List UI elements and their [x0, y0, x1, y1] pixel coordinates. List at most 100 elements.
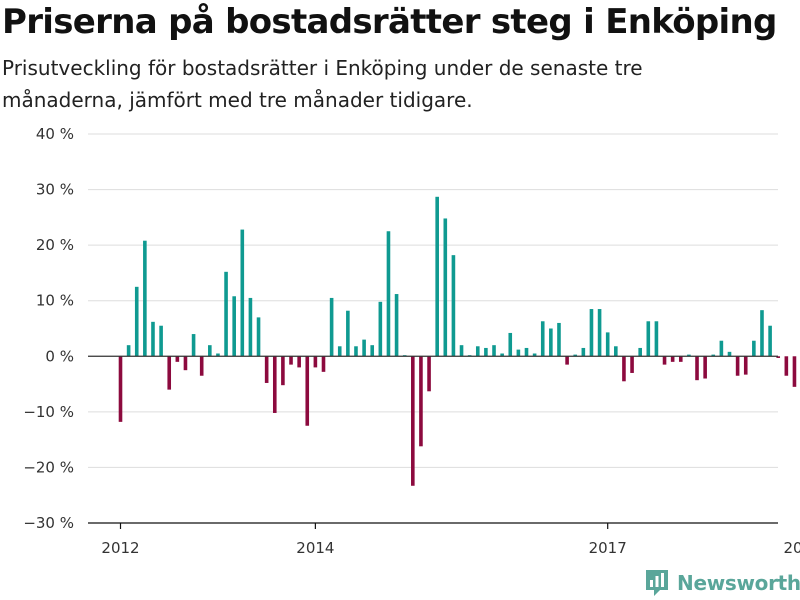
bar-2013-08 — [272, 356, 277, 413]
bar-2015-05 — [443, 218, 448, 357]
bar-2014-09 — [378, 301, 383, 357]
bar-2018-02 — [711, 354, 716, 357]
bar-2015-04 — [435, 196, 439, 357]
bar-2017-05 — [638, 347, 642, 357]
bar-2012-06 — [159, 325, 163, 357]
bar-2012-02 — [126, 345, 131, 357]
bar-2017-09 — [670, 356, 675, 362]
bar-2017-03 — [622, 356, 626, 382]
bar-2013-03 — [232, 296, 236, 357]
bar-2014-07 — [362, 339, 366, 357]
newsworthy-logo-icon — [646, 570, 668, 596]
bar-2014-08 — [370, 345, 375, 357]
bar-2015-11 — [492, 345, 496, 357]
bar-2015-02 — [419, 356, 423, 447]
bar-2018-01 — [703, 356, 707, 379]
bar-2015-12 — [500, 353, 504, 357]
y-tick-label: 30 % — [36, 181, 74, 199]
bar-2015-07 — [459, 345, 464, 357]
x-tick-label: 2017 — [589, 539, 627, 557]
bar-2016-10 — [581, 347, 586, 357]
bar-2017-07 — [654, 321, 659, 357]
y-tick-label: −10 % — [23, 403, 74, 421]
bar-2018-03 — [719, 340, 724, 357]
bar-2012-01 — [118, 356, 123, 422]
bar-2015-09 — [475, 346, 480, 357]
bar-2012-05 — [151, 321, 155, 357]
axes — [88, 355, 778, 529]
bar-2012-09 — [183, 356, 188, 371]
bar-2015-10 — [484, 347, 488, 357]
bar-2013-11 — [297, 356, 301, 368]
bar-2013-10 — [289, 356, 293, 365]
bar-2017-02 — [614, 346, 618, 357]
newsworthy-logo[interactable]: Newsworthy — [644, 568, 800, 598]
x-tick-label: 2014 — [296, 539, 334, 557]
bar-2014-03 — [329, 297, 334, 357]
bar-2012-07 — [167, 356, 172, 390]
bar-2013-05 — [248, 297, 253, 357]
bar-2013-02 — [224, 271, 228, 357]
bar-2012-12 — [208, 345, 212, 357]
bar-2016-12 — [597, 309, 602, 357]
bar-2015-01 — [411, 356, 415, 486]
grid-lines — [88, 133, 778, 524]
y-tick-label: −30 % — [23, 514, 74, 532]
bar-2017-10 — [678, 356, 683, 362]
bar-2016-04 — [532, 353, 537, 357]
bar-2018-06 — [743, 356, 748, 375]
bar-2015-03 — [427, 356, 431, 392]
x-tick-label: 2019 — [783, 539, 800, 557]
bar-2016-08 — [565, 356, 569, 365]
bars — [118, 196, 797, 486]
y-tick-label: 40 % — [36, 125, 74, 143]
bar-2017-12 — [695, 356, 699, 381]
bar-2018-09 — [768, 325, 772, 357]
bar-2016-03 — [524, 347, 529, 357]
y-tick-label: 0 % — [45, 347, 74, 365]
bar-2016-09 — [573, 354, 578, 357]
bar-2016-06 — [549, 328, 553, 357]
chart-subtitle: Prisutveckling för bostadsrätter i Enköp… — [2, 56, 643, 112]
bar-2017-04 — [630, 356, 634, 373]
x-tick-label: 2012 — [101, 539, 139, 557]
bar-2017-08 — [662, 356, 667, 365]
bar-2014-02 — [321, 356, 326, 372]
tick-labels: 40 % 30 % 20 % 10 % 0 % −10 % −20 % −30 % 2012 20… — [23, 125, 800, 557]
bar-2016-11 — [589, 309, 594, 357]
bar-2013-01 — [216, 353, 220, 357]
bar-2018-07 — [752, 340, 756, 357]
bar-2012-08 — [175, 356, 180, 362]
bar-2013-12 — [305, 356, 310, 426]
bar-2014-01 — [313, 356, 318, 368]
bar-2013-07 — [264, 356, 269, 383]
bar-2018-05 — [735, 356, 740, 376]
bar-2016-07 — [557, 322, 561, 357]
bar-2014-06 — [354, 346, 358, 357]
bar-2012-10 — [191, 334, 196, 357]
bar-2013-09 — [281, 356, 285, 386]
chart-title: Priserna på bostadsrätter steg i Enköpin… — [2, 2, 777, 42]
y-tick-label: 20 % — [36, 236, 74, 254]
bar-2018-04 — [727, 351, 732, 357]
bar-2013-06 — [256, 317, 261, 357]
bar-2013-04 — [240, 229, 245, 357]
bar-2017-06 — [646, 321, 651, 357]
bar-2014-11 — [394, 294, 399, 357]
bar-2016-01 — [508, 332, 513, 357]
y-tick-label: 10 % — [36, 292, 74, 310]
bar-2014-04 — [337, 346, 342, 357]
bar-2012-11 — [199, 356, 204, 376]
brand-name: Newsworthy — [677, 571, 800, 595]
bar-2014-05 — [346, 310, 350, 357]
bar-2016-02 — [516, 349, 521, 357]
bar-2012-04 — [143, 240, 147, 357]
bar-2018-08 — [760, 310, 764, 357]
bar-2018-12 — [792, 356, 797, 387]
bar-2017-01 — [605, 332, 610, 357]
bar-2012-03 — [134, 286, 139, 357]
bar-2015-06 — [451, 255, 456, 357]
y-tick-label: −20 % — [23, 458, 74, 476]
bar-2014-10 — [386, 231, 391, 357]
